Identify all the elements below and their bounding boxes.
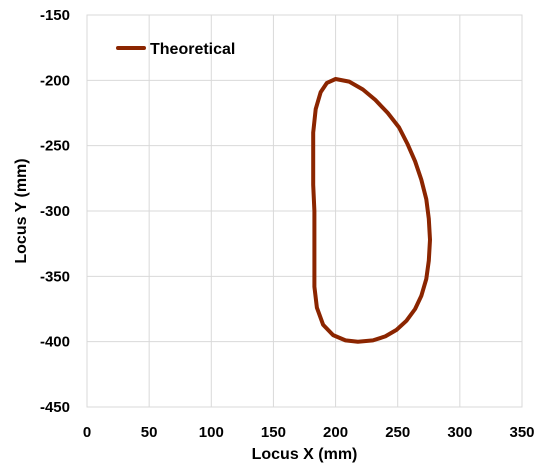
series-line-theoretical (311, 77, 432, 344)
x-tick-label: 150 (261, 424, 286, 441)
x-tick-label: 0 (83, 424, 91, 441)
legend-label-theoretical: Theoretical (150, 41, 235, 58)
y-tick-label: -300 (40, 203, 70, 220)
x-tick-label: 300 (447, 424, 472, 441)
y-tick-label: -350 (40, 268, 70, 285)
x-axis-title: Locus X (mm) (252, 446, 358, 463)
y-tick-label: -200 (40, 72, 70, 89)
plot-area-border (86, 14, 523, 408)
y-tick-label: -450 (40, 399, 70, 416)
series-layer (311, 77, 432, 344)
y-axis-title: Locus Y (mm) (13, 158, 30, 263)
grid (86, 14, 523, 408)
x-tick-labels: 0 50 100 150 200 250 300 350 (83, 424, 535, 441)
x-tick-label: 250 (385, 424, 410, 441)
x-tick-label: 100 (199, 424, 224, 441)
x-tick-label: 200 (323, 424, 348, 441)
x-tick-label: 50 (141, 424, 158, 441)
y-tick-label: -150 (40, 7, 70, 24)
legend: Theoretical (116, 41, 235, 58)
y-tick-label: -400 (40, 334, 70, 351)
y-tick-label: -250 (40, 138, 70, 155)
y-tick-labels: -150 -200 -250 -300 -350 -400 -450 (40, 7, 70, 416)
x-tick-label: 350 (509, 424, 534, 441)
